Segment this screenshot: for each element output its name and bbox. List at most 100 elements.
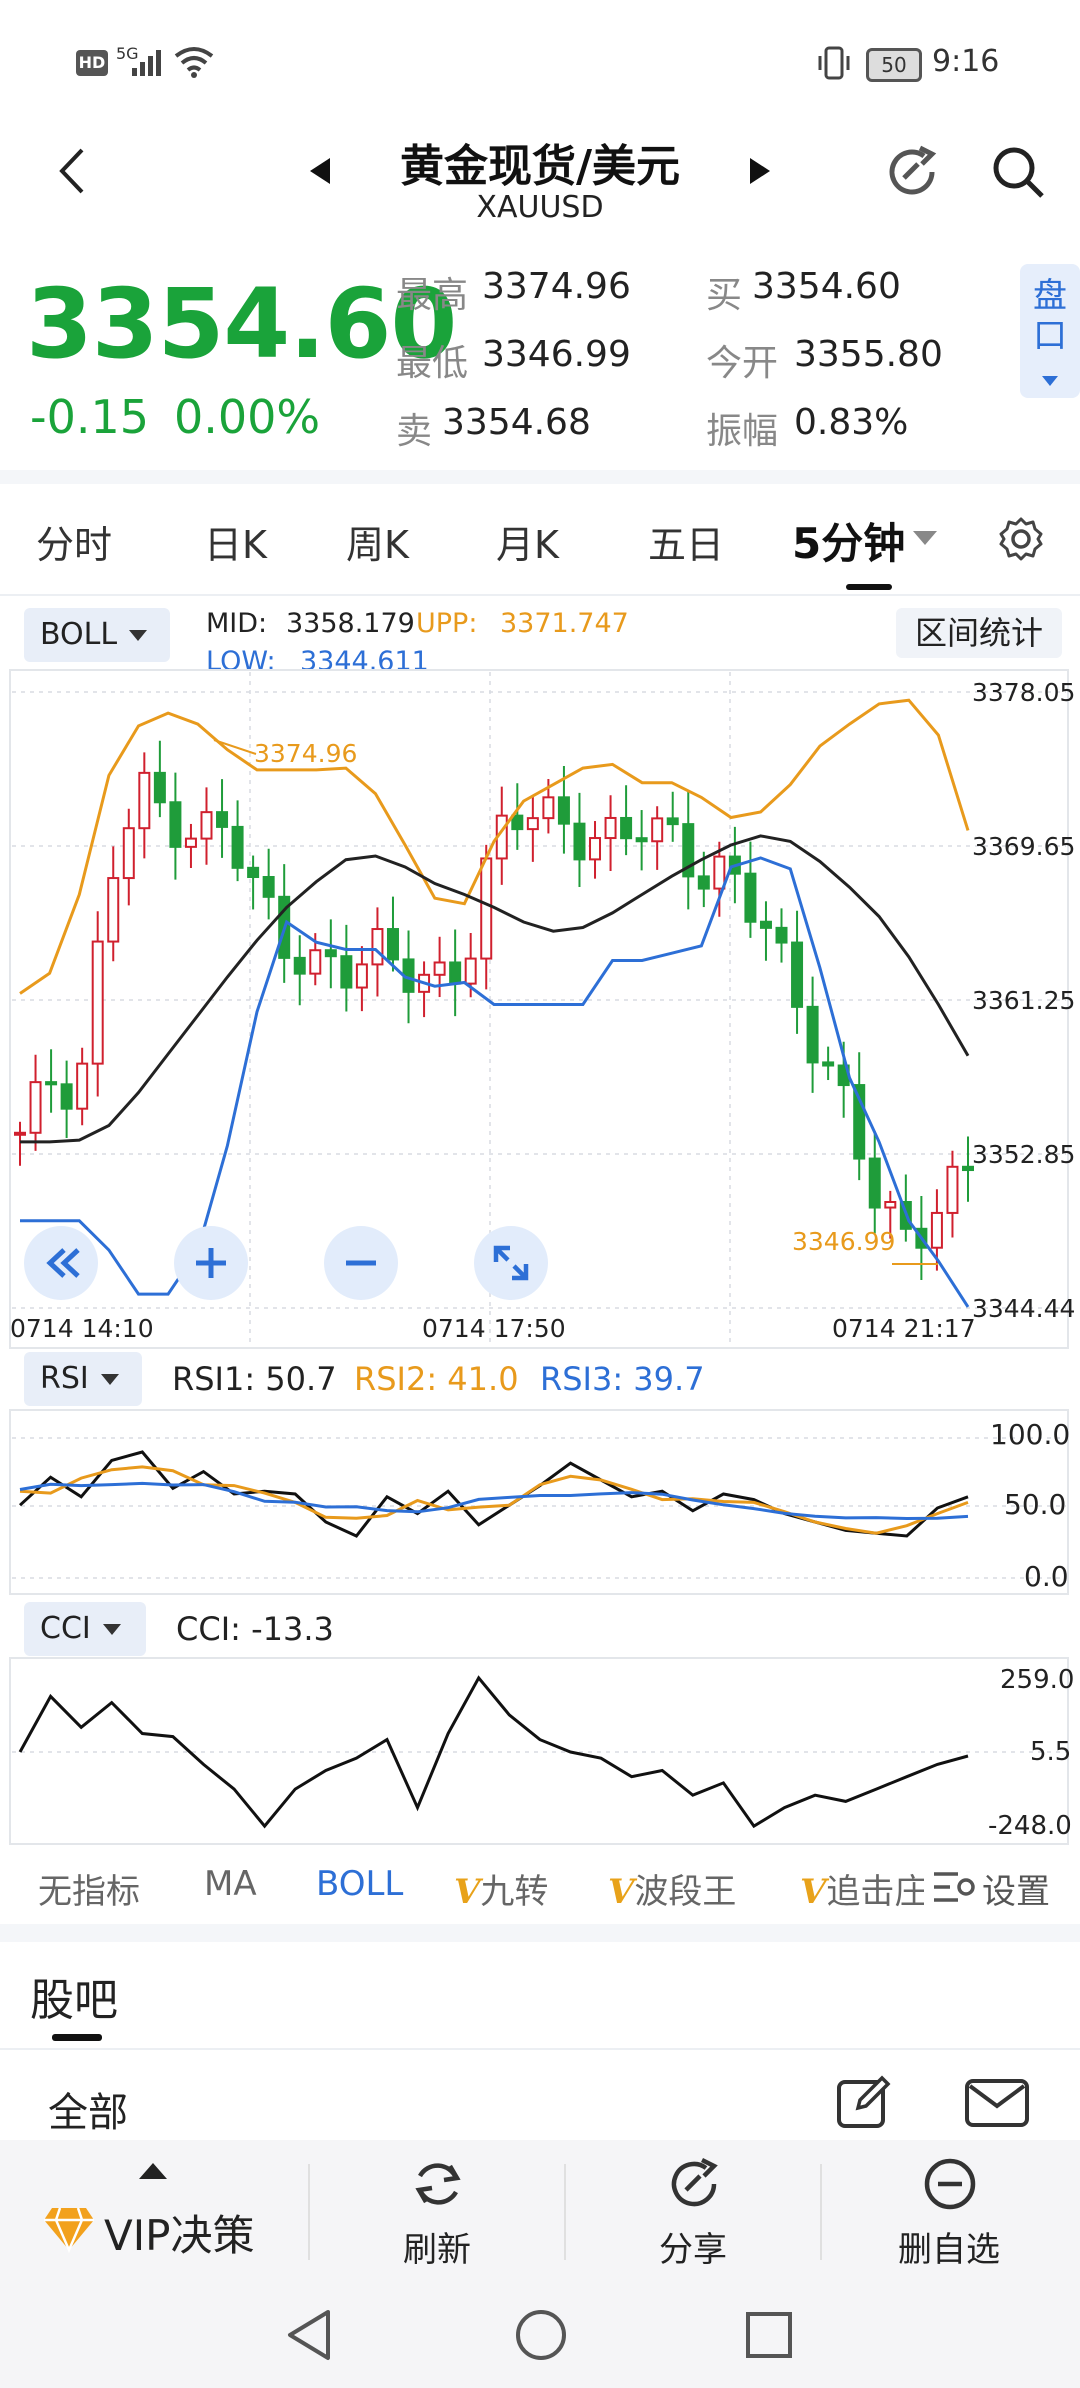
cci-value: CCI: -13.3 bbox=[176, 1610, 334, 1648]
candle-body bbox=[589, 837, 602, 861]
indicator-boduanwang[interactable]: V波段王 bbox=[608, 1864, 736, 1913]
plus-icon bbox=[196, 1248, 226, 1278]
v-badge-icon: V bbox=[608, 1872, 635, 1912]
remove-watchlist-button[interactable]: 删自选 bbox=[822, 2140, 1076, 2278]
candle-body bbox=[557, 796, 570, 825]
candle-body bbox=[744, 872, 757, 923]
settings-gear-icon[interactable] bbox=[998, 516, 1044, 562]
candle-body bbox=[324, 949, 337, 958]
candle-body bbox=[247, 866, 260, 879]
scroll-left-button[interactable] bbox=[24, 1226, 98, 1300]
refresh-button[interactable]: 刷新 bbox=[310, 2140, 564, 2278]
community-title[interactable]: 股吧 bbox=[30, 1975, 118, 2026]
candle-body bbox=[309, 949, 322, 975]
expand-icon bbox=[493, 1245, 529, 1281]
candle-body bbox=[231, 825, 244, 869]
candle-body bbox=[759, 920, 772, 929]
prev-triangle-icon[interactable] bbox=[308, 156, 332, 186]
high-label: 最高 bbox=[396, 275, 469, 316]
tab-weekly-k[interactable]: 周K bbox=[346, 523, 409, 567]
zoom-in-button[interactable] bbox=[174, 1226, 248, 1300]
candle-body bbox=[184, 837, 197, 848]
search-icon[interactable] bbox=[990, 144, 1046, 200]
cci-chart[interactable]: 259.0 5.5 -248.0 bbox=[0, 1656, 1080, 1846]
candle-body bbox=[526, 817, 539, 831]
community-title-underline bbox=[52, 2034, 102, 2041]
candle-body bbox=[433, 961, 446, 976]
zoom-out-button[interactable] bbox=[324, 1226, 398, 1300]
diamond-icon bbox=[44, 2207, 94, 2254]
upp-label: UPP: bbox=[416, 608, 478, 639]
rsi2-line bbox=[19, 1465, 969, 1535]
open-value: 3355.80 bbox=[794, 334, 943, 375]
clock: 9:16 bbox=[932, 44, 1000, 79]
indicator-jiuzhuan[interactable]: V九转 bbox=[454, 1864, 548, 1913]
vip-button[interactable]: VIP决策 bbox=[0, 2140, 308, 2278]
indicator-none[interactable]: 无指标 bbox=[38, 1872, 140, 1912]
rsi-selector[interactable]: RSI bbox=[24, 1352, 142, 1406]
y-tick-label: 3344.44 bbox=[972, 1294, 1075, 1323]
filter-all[interactable]: 全部 bbox=[48, 2090, 128, 2136]
pankou-char-2: 口 bbox=[1033, 316, 1067, 356]
indicator-boll[interactable]: BOLL bbox=[316, 1864, 404, 1904]
candle-body bbox=[464, 957, 477, 985]
back-arrow-icon[interactable] bbox=[54, 146, 90, 196]
boll-selector[interactable]: BOLL bbox=[24, 608, 170, 662]
candle-body bbox=[293, 956, 306, 975]
share-label: 分享 bbox=[659, 2230, 727, 2270]
remove-watchlist-label: 删自选 bbox=[898, 2230, 1000, 2270]
candle-body bbox=[14, 1131, 26, 1136]
low-band-label: LOW: bbox=[206, 646, 276, 677]
candlestick-chart[interactable]: 3378.05 3369.65 3361.25 3352.85 3344.44 3374… bbox=[0, 668, 1080, 1350]
candle-body bbox=[91, 940, 104, 1065]
next-triangle-icon[interactable] bbox=[748, 156, 772, 186]
candle-body bbox=[930, 1211, 943, 1249]
tab-monthly-k[interactable]: 月K bbox=[496, 523, 559, 567]
fullscreen-button[interactable] bbox=[474, 1226, 548, 1300]
tab-daily-k[interactable]: 日K bbox=[204, 523, 267, 567]
pankou-button[interactable]: 盘 口 bbox=[1020, 264, 1080, 398]
pankou-caret-icon bbox=[1042, 376, 1058, 386]
tab-5min[interactable]: 5分钟 bbox=[792, 519, 906, 568]
candle-body bbox=[45, 1081, 58, 1086]
candle-body bbox=[651, 817, 664, 843]
indicator-settings-button[interactable]: 设置 bbox=[926, 1858, 1080, 1914]
divider bbox=[0, 470, 1080, 484]
range-stats-button[interactable]: 区间统计 bbox=[896, 608, 1062, 658]
nav-home-icon[interactable] bbox=[514, 2308, 568, 2362]
nav-back-icon[interactable] bbox=[284, 2308, 334, 2362]
indicator-ma[interactable]: MA bbox=[204, 1864, 257, 1904]
refresh-icon bbox=[415, 2163, 461, 2205]
compose-icon[interactable] bbox=[836, 2074, 892, 2130]
y-tick-label: 3378.05 bbox=[972, 678, 1075, 707]
candle-body bbox=[697, 875, 710, 890]
refresh-label: 刷新 bbox=[403, 2230, 471, 2270]
mail-icon[interactable] bbox=[964, 2078, 1030, 2128]
rsi-chart[interactable]: 100.0 50.0 0.0 bbox=[0, 1408, 1080, 1596]
share-button[interactable]: 分享 bbox=[566, 2140, 820, 2278]
tab-intraday[interactable]: 分时 bbox=[36, 523, 113, 567]
x-tick-mid: 0714 17:50 bbox=[422, 1314, 566, 1343]
cci-dropdown-icon bbox=[102, 1624, 121, 1635]
cci-selector[interactable]: CCI bbox=[24, 1602, 146, 1656]
rsi-selector-label: RSI bbox=[40, 1361, 89, 1396]
candle-body bbox=[806, 1005, 819, 1064]
candle-body bbox=[262, 876, 275, 898]
candle-body bbox=[169, 801, 182, 848]
v-badge-icon: V bbox=[454, 1872, 481, 1912]
x-tick-start: 0714 14:10 bbox=[10, 1314, 154, 1343]
period-tabs: 分时 日K 周K 月K 五日 5分钟 bbox=[0, 500, 1080, 590]
tab-five-day[interactable]: 五日 bbox=[648, 523, 725, 567]
cci-line bbox=[18, 1675, 969, 1829]
refresh-icon[interactable] bbox=[884, 144, 940, 200]
y-tick-label: 3352.85 bbox=[972, 1140, 1075, 1169]
indicator-zhuijizhuang[interactable]: V追击庄 bbox=[800, 1864, 924, 1913]
bottom-toolbar: VIP决策 刷新 分享 删自选 bbox=[0, 2140, 1080, 2278]
buy-value: 3354.60 bbox=[752, 266, 901, 307]
tab-dropdown-icon[interactable] bbox=[912, 530, 938, 546]
nav-recents-icon[interactable] bbox=[744, 2310, 794, 2360]
amplitude-value: 0.83% bbox=[794, 402, 909, 443]
low-band-value: 3344.611 bbox=[300, 646, 429, 677]
candle-body bbox=[340, 955, 353, 989]
toolbar-divider bbox=[820, 2164, 822, 2260]
